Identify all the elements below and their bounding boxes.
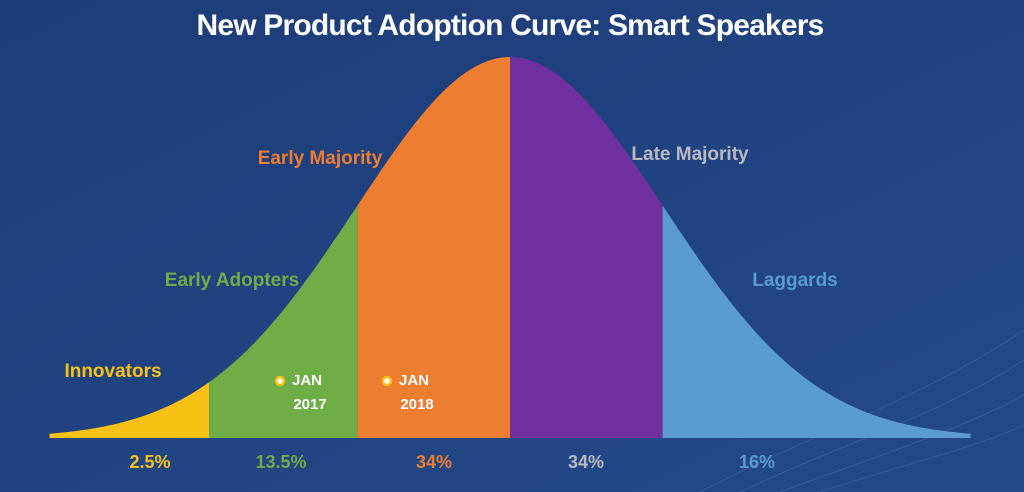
annotation-marker bbox=[274, 375, 286, 387]
value-label: 13.5% bbox=[255, 452, 306, 472]
value-label: 2.5% bbox=[129, 452, 170, 472]
segment-label: Early Majority bbox=[258, 148, 383, 169]
annotation-text: JAN bbox=[399, 372, 429, 389]
segment-label: Laggards bbox=[752, 270, 838, 291]
segment-label: Early Adopters bbox=[165, 270, 299, 291]
value-label: 34% bbox=[568, 452, 604, 472]
chart-title: New Product Adoption Curve: Smart Speake… bbox=[196, 9, 823, 42]
value-label: 16% bbox=[739, 452, 775, 472]
curve-segment bbox=[357, 57, 510, 438]
annotation-marker bbox=[381, 375, 393, 387]
curve-segment bbox=[49, 382, 210, 438]
segment-label: Innovators bbox=[64, 361, 161, 382]
annotation-text: 2017 bbox=[293, 396, 326, 413]
annotation-text: 2018 bbox=[400, 396, 433, 413]
curve-segment bbox=[662, 205, 971, 438]
value-label: 34% bbox=[416, 452, 452, 472]
curve-segment bbox=[209, 205, 358, 438]
curve-segment bbox=[510, 57, 663, 438]
segment-label: Late Majority bbox=[631, 144, 749, 165]
annotation-text: JAN bbox=[292, 372, 322, 389]
